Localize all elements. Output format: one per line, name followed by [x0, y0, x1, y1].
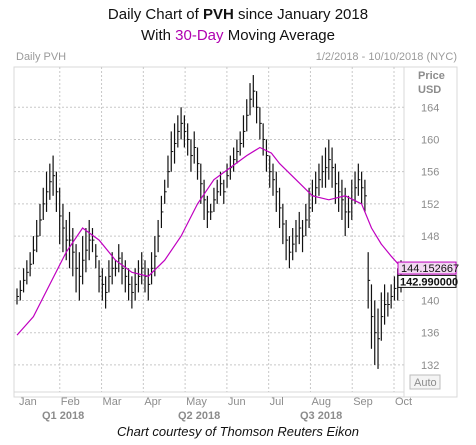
y-tick-label: 164 [421, 102, 439, 114]
x-tick-label: Jul [270, 396, 284, 408]
x-tick-label: Jun [228, 396, 246, 408]
auto-scale-button-label: Auto [414, 377, 437, 389]
x-tick-label: Mar [103, 396, 122, 408]
x-tick-label: Jan [19, 396, 37, 408]
y-tick-label: 140 [421, 295, 439, 307]
y-tick-label: 156 [421, 167, 439, 179]
price-value-box [397, 274, 457, 288]
y-axis-label-line1: Price [418, 70, 445, 82]
auto-scale-button-box [409, 374, 441, 390]
y-tick-label: 160 [421, 134, 439, 146]
y-tick-label: 148 [421, 231, 439, 243]
chart-subtitle: With 30-Day Moving Average [0, 27, 476, 44]
y-tick-label: 132 [421, 360, 439, 372]
subtitle-suffix: Moving Average [223, 27, 335, 44]
y-tick-label: 136 [421, 328, 439, 340]
y-axis-label-line2: USD [418, 84, 441, 96]
title-prefix: Daily Chart of [107, 6, 203, 23]
ma-value-box [397, 261, 457, 275]
x-tick-label: Sep [353, 396, 373, 408]
moving-average-line [16, 146, 402, 336]
subtitle-prefix: With [141, 27, 176, 44]
subtitle-highlight: 30-Day [175, 27, 224, 44]
x-tick-label: Aug [311, 396, 331, 408]
date-range: 1/2/2018 - 10/10/2018 (NYC) [315, 51, 457, 63]
chart-caption: Chart courtesy of Thomson Reuters Eikon [116, 424, 360, 439]
x-tick-label: Feb [61, 396, 80, 408]
x-tick-label: Oct [395, 396, 412, 408]
x-tick-label: May [186, 396, 207, 408]
chart-header-row: Daily PVH 1/2/2018 - 10/10/2018 (NYC) [14, 51, 457, 65]
y-tick-label: 152 [421, 199, 439, 211]
price-value-label: 142.990000 [400, 276, 458, 288]
chart-frame [13, 66, 458, 398]
quarter-label: Q1 2018 [42, 410, 84, 422]
chart-title: Daily Chart of PVH since January 2018 [0, 6, 476, 23]
x-tick-label: Apr [144, 396, 161, 408]
title-suffix: since January 2018 [233, 6, 369, 23]
title-ticker: PVH [202, 6, 234, 23]
quarter-label: Q3 2018 [300, 410, 342, 422]
panel-label: Daily PVH [16, 51, 67, 63]
quarter-label: Q2 2018 [178, 410, 220, 422]
ma-value-label: 144.152667 [401, 263, 459, 275]
